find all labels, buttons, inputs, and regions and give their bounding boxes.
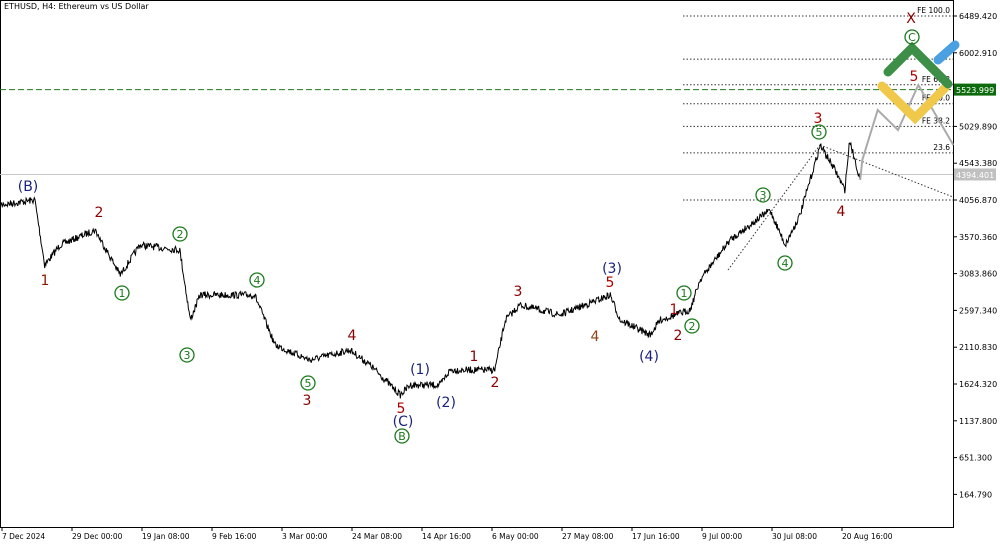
trendline — [727, 144, 821, 271]
wave-label-circle — [300, 375, 316, 391]
wave-label-circle — [811, 124, 827, 140]
x-tick-label: 6 May 00:00 — [492, 532, 539, 541]
wave-label-circle — [777, 255, 793, 271]
x-tick-label: 30 Jul 08:00 — [772, 532, 817, 541]
wave-label: 5 — [606, 275, 615, 291]
x-tick-label: 29 Dec 00:00 — [72, 532, 123, 541]
y-tick-label: 651.300 — [959, 454, 992, 463]
price-line — [0, 141, 861, 399]
wave-label: 1 — [470, 349, 479, 365]
wave-label: 5 — [397, 401, 406, 417]
wave-label: 2 — [95, 205, 104, 221]
wave-label-circle — [394, 428, 410, 444]
price-badge-bg — [954, 83, 996, 96]
fib-level-label: FE 38.2 — [922, 116, 950, 125]
wave-label: 4 — [591, 329, 600, 345]
price-badge-green: 5523.999 — [956, 86, 994, 95]
x-tick-label: 17 Jun 16:00 — [632, 532, 680, 541]
wave-label: (3) — [602, 261, 622, 277]
wave-label-circle — [179, 347, 195, 363]
y-tick-label: 3570.360 — [959, 233, 997, 242]
wave-label: 2 — [689, 320, 696, 333]
x-tick-label: 20 Aug 16:00 — [842, 532, 893, 541]
y-tick-label: 1137.800 — [959, 417, 997, 426]
wave-label: 4 — [782, 257, 789, 270]
x-tick-label: 27 May 08:00 — [562, 532, 614, 541]
logo-shape-blue — [933, 40, 960, 65]
wave-label: 5 — [816, 126, 823, 139]
chart-title: ETHUSD, H4: Ethereum vs US Dollar — [4, 2, 149, 11]
wave-label: 1 — [119, 287, 126, 300]
wave-label-circle — [904, 29, 920, 45]
x-tick-label: 24 Mar 08:00 — [352, 532, 402, 541]
wave-label: 2 — [491, 375, 500, 391]
y-tick-label: 6489.420 — [959, 12, 997, 21]
logo-shape-green — [883, 41, 953, 89]
wave-label: 1 — [681, 287, 688, 300]
wave-label: 2 — [674, 328, 683, 344]
wave-label: B — [398, 430, 406, 443]
projection-path — [859, 82, 955, 181]
wave-label: 1 — [670, 302, 679, 318]
wave-label: 2 — [177, 228, 184, 241]
wave-label: 5 — [305, 377, 312, 390]
y-tick-label: 5029.890 — [959, 122, 997, 131]
y-tick-label: 1624.320 — [959, 380, 997, 389]
y-tick-label: 2110.830 — [959, 343, 997, 352]
x-tick-label: 9 Feb 16:00 — [212, 532, 257, 541]
y-tick-label: 4056.870 — [959, 196, 997, 205]
wave-label: 4 — [254, 274, 261, 287]
wave-label: 3 — [814, 111, 823, 127]
wave-label: (C) — [393, 414, 414, 430]
wave-label: 3 — [514, 284, 523, 300]
price-badge-bg — [954, 168, 996, 181]
x-tick-label: 7 Dec 2024 — [2, 532, 45, 541]
x-tick-label: 19 Jan 08:00 — [142, 532, 190, 541]
wave-label: X — [906, 11, 916, 27]
wave-label: 3 — [184, 349, 191, 362]
wave-label: 4 — [837, 204, 846, 220]
y-tick-label: 164.790 — [959, 490, 992, 499]
wave-label-circle — [684, 318, 700, 334]
fib-level-label: FE 61.8 — [922, 75, 950, 84]
current-price-badge: 4394.401 — [956, 171, 994, 180]
wave-label: (4) — [639, 349, 659, 365]
y-tick-label: 4543.380 — [959, 159, 997, 168]
logo-shape-yellow — [877, 81, 950, 125]
fib-level-label: 23.6 — [933, 143, 950, 152]
wave-label-circle — [114, 285, 130, 301]
trendline — [819, 144, 954, 198]
wave-label: (2) — [436, 395, 456, 411]
wave-label-circle — [755, 187, 771, 203]
y-tick-label: 3083.860 — [959, 270, 997, 279]
x-tick-label: 9 Jul 00:00 — [702, 532, 742, 541]
wave-label: 3 — [303, 393, 312, 409]
wave-label: 5 — [910, 69, 919, 85]
x-tick-label: 14 Apr 16:00 — [422, 532, 471, 541]
wave-label: (B) — [18, 179, 39, 195]
wave-label: 3 — [760, 189, 767, 202]
wave-label: 1 — [41, 273, 50, 289]
wave-label: 4 — [348, 328, 357, 344]
wave-label-circle — [676, 285, 692, 301]
wave-label-circle — [172, 226, 188, 242]
x-tick-label: 3 Mar 00:00 — [282, 532, 328, 541]
y-tick-label: 6002.910 — [959, 49, 997, 58]
fib-level-label: FE 100.0 — [917, 6, 950, 15]
plot-frame — [0, 0, 954, 528]
y-tick-label: 2597.340 — [959, 306, 997, 315]
wave-label: C — [908, 31, 916, 44]
wave-label-circle — [249, 272, 265, 288]
wave-label: (1) — [410, 362, 430, 378]
